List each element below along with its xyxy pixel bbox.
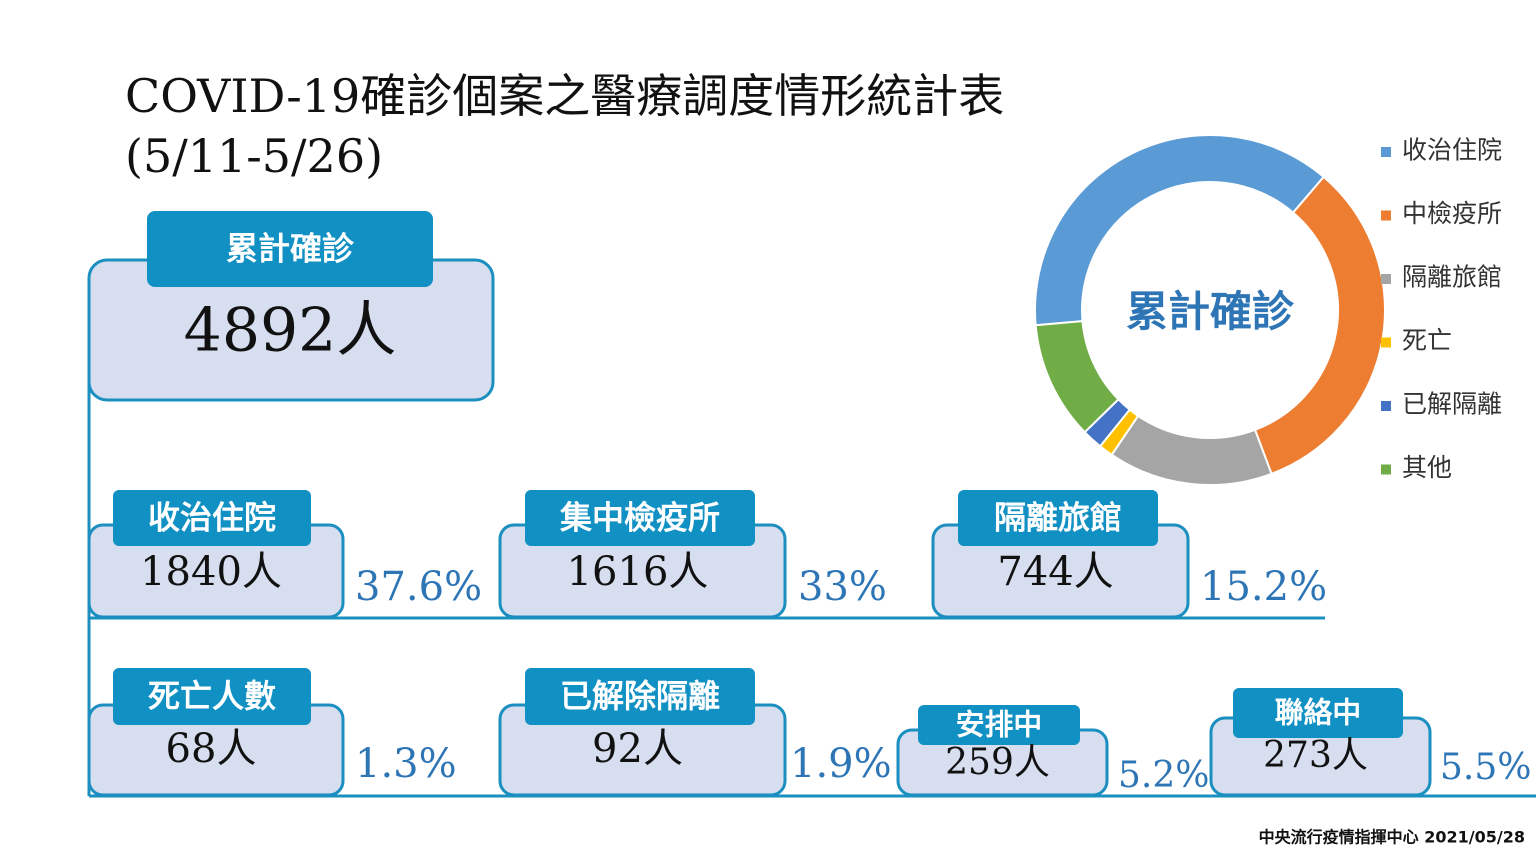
stat-value: 1840人 — [140, 549, 282, 595]
stat-tab — [918, 705, 1080, 745]
stat-tab — [525, 668, 755, 725]
stat-value: 92人 — [592, 726, 683, 772]
stat-tab — [1233, 688, 1403, 738]
legend-label: 收治住院 — [1402, 136, 1502, 165]
stat-label: 集中檢疫所 — [559, 499, 720, 537]
legend-label: 隔離旅館 — [1402, 263, 1502, 292]
stat-label: 死亡人數 — [148, 677, 276, 715]
total-tab — [147, 211, 433, 287]
stat-label: 安排中 — [956, 708, 1042, 742]
donut-center-label: 累計確診 — [1126, 287, 1295, 336]
stat-label: 隔離旅館 — [994, 499, 1122, 537]
stat-tab — [958, 490, 1158, 546]
total-label: 累計確診 — [226, 230, 355, 268]
stat-percent: 5.2% — [1118, 755, 1209, 796]
stat-percent: 1.9% — [790, 741, 892, 787]
stat-value: 68人 — [166, 726, 257, 772]
donut-slice — [1034, 320, 1120, 434]
legend-swatch — [1381, 147, 1391, 157]
total-value: 4892人 — [184, 296, 397, 366]
stat-value: 1616人 — [567, 549, 709, 595]
stat-value: 273人 — [1263, 735, 1368, 776]
stat-percent: 5.5% — [1440, 747, 1531, 788]
stat-tab — [113, 490, 311, 546]
stat-percent: 37.6% — [355, 564, 482, 610]
footer: 中央流行疫情指揮中心 2021/05/28 — [1259, 828, 1525, 847]
subtitle: (5/11-5/26) — [125, 129, 383, 183]
stat-tab — [525, 490, 755, 546]
legend-swatch — [1381, 464, 1391, 475]
legend-label: 已解隔離 — [1402, 390, 1502, 419]
donut-slice — [1110, 414, 1273, 487]
legend-label: 其他 — [1402, 453, 1452, 482]
donut-slice — [1034, 134, 1326, 327]
stat-value: 259人 — [945, 742, 1050, 783]
stat-percent: 1.3% — [355, 741, 457, 787]
legend-label: 死亡 — [1402, 326, 1452, 355]
legend-swatch — [1381, 210, 1391, 221]
stat-tab — [113, 668, 311, 725]
legend-swatch — [1381, 337, 1391, 348]
stat-label: 聯絡中 — [1275, 696, 1361, 730]
title: COVID-19確診個案之醫療調度情形統計表 — [125, 69, 1004, 123]
stat-value: 744人 — [997, 549, 1113, 595]
stat-percent: 33% — [798, 564, 887, 610]
stat-label: 已解除隔離 — [560, 677, 720, 715]
stat-label: 收治住院 — [148, 499, 276, 537]
legend-swatch — [1381, 274, 1391, 284]
legend-swatch — [1381, 401, 1391, 411]
stat-percent: 15.2% — [1200, 564, 1327, 610]
legend-label: 中檢疫所 — [1402, 199, 1502, 228]
